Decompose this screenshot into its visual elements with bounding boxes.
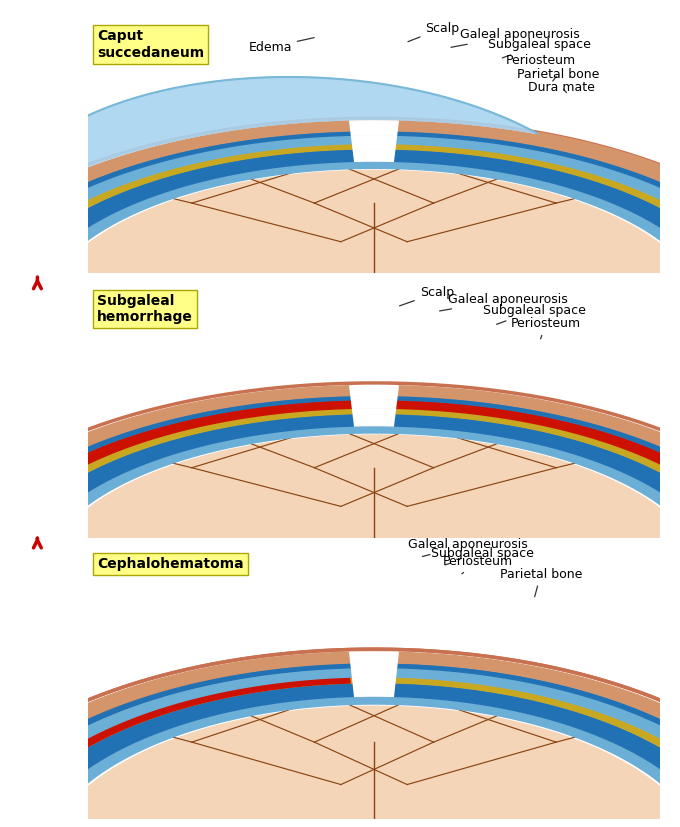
Text: Subgaleal space: Subgaleal space <box>431 547 534 565</box>
Text: Galeal aponeurosis: Galeal aponeurosis <box>408 538 528 557</box>
Polygon shape <box>3 672 350 811</box>
Polygon shape <box>353 409 395 414</box>
Polygon shape <box>0 414 680 584</box>
Polygon shape <box>0 150 680 319</box>
Polygon shape <box>0 409 680 584</box>
Polygon shape <box>537 132 680 319</box>
Polygon shape <box>0 664 348 827</box>
Text: Galeal aponeurosis: Galeal aponeurosis <box>439 293 568 311</box>
Polygon shape <box>353 677 395 683</box>
Text: Periosteum: Periosteum <box>511 317 581 339</box>
Text: Subgaleal
hemorrhage: Subgaleal hemorrhage <box>97 294 193 324</box>
Polygon shape <box>24 162 680 319</box>
Polygon shape <box>350 385 398 395</box>
Polygon shape <box>350 652 398 663</box>
Text: Subgaleal space: Subgaleal space <box>488 38 591 58</box>
Polygon shape <box>0 652 680 827</box>
Polygon shape <box>0 131 680 319</box>
Text: Periosteum: Periosteum <box>505 54 575 73</box>
Text: Scalp: Scalp <box>408 22 460 41</box>
Text: Subgaleal space: Subgaleal space <box>483 304 585 324</box>
Polygon shape <box>351 663 397 667</box>
Polygon shape <box>0 669 350 827</box>
Text: Parietal bone: Parietal bone <box>517 68 599 81</box>
Polygon shape <box>24 697 680 827</box>
Polygon shape <box>0 121 680 319</box>
Polygon shape <box>0 212 1 319</box>
Polygon shape <box>24 427 680 584</box>
Polygon shape <box>0 136 680 319</box>
Polygon shape <box>350 121 398 131</box>
Polygon shape <box>0 400 680 584</box>
Polygon shape <box>43 435 680 584</box>
Text: Caput
succedaneum: Caput succedaneum <box>97 29 204 60</box>
Polygon shape <box>43 706 680 827</box>
Polygon shape <box>43 170 680 319</box>
Polygon shape <box>352 668 396 677</box>
Polygon shape <box>0 396 680 584</box>
Polygon shape <box>0 653 347 827</box>
Text: Edema: Edema <box>248 38 314 54</box>
Polygon shape <box>351 396 397 400</box>
Text: Periosteum: Periosteum <box>443 555 513 574</box>
Text: Scalp: Scalp <box>399 286 454 306</box>
Polygon shape <box>352 136 396 144</box>
Text: Galeal aponeurosis: Galeal aponeurosis <box>451 28 579 47</box>
Polygon shape <box>353 414 395 426</box>
Text: Cephalohematoma: Cephalohematoma <box>97 557 243 571</box>
Polygon shape <box>352 400 396 409</box>
Polygon shape <box>0 77 538 213</box>
Polygon shape <box>353 683 395 696</box>
Polygon shape <box>351 131 397 136</box>
Polygon shape <box>0 683 680 827</box>
Polygon shape <box>0 385 680 584</box>
Text: Parietal bone: Parietal bone <box>500 567 582 597</box>
Polygon shape <box>0 144 680 319</box>
Polygon shape <box>0 668 680 827</box>
Polygon shape <box>353 150 395 161</box>
Polygon shape <box>0 663 680 827</box>
Polygon shape <box>0 677 680 827</box>
Polygon shape <box>353 144 395 149</box>
Text: Dura mate: Dura mate <box>528 80 595 93</box>
